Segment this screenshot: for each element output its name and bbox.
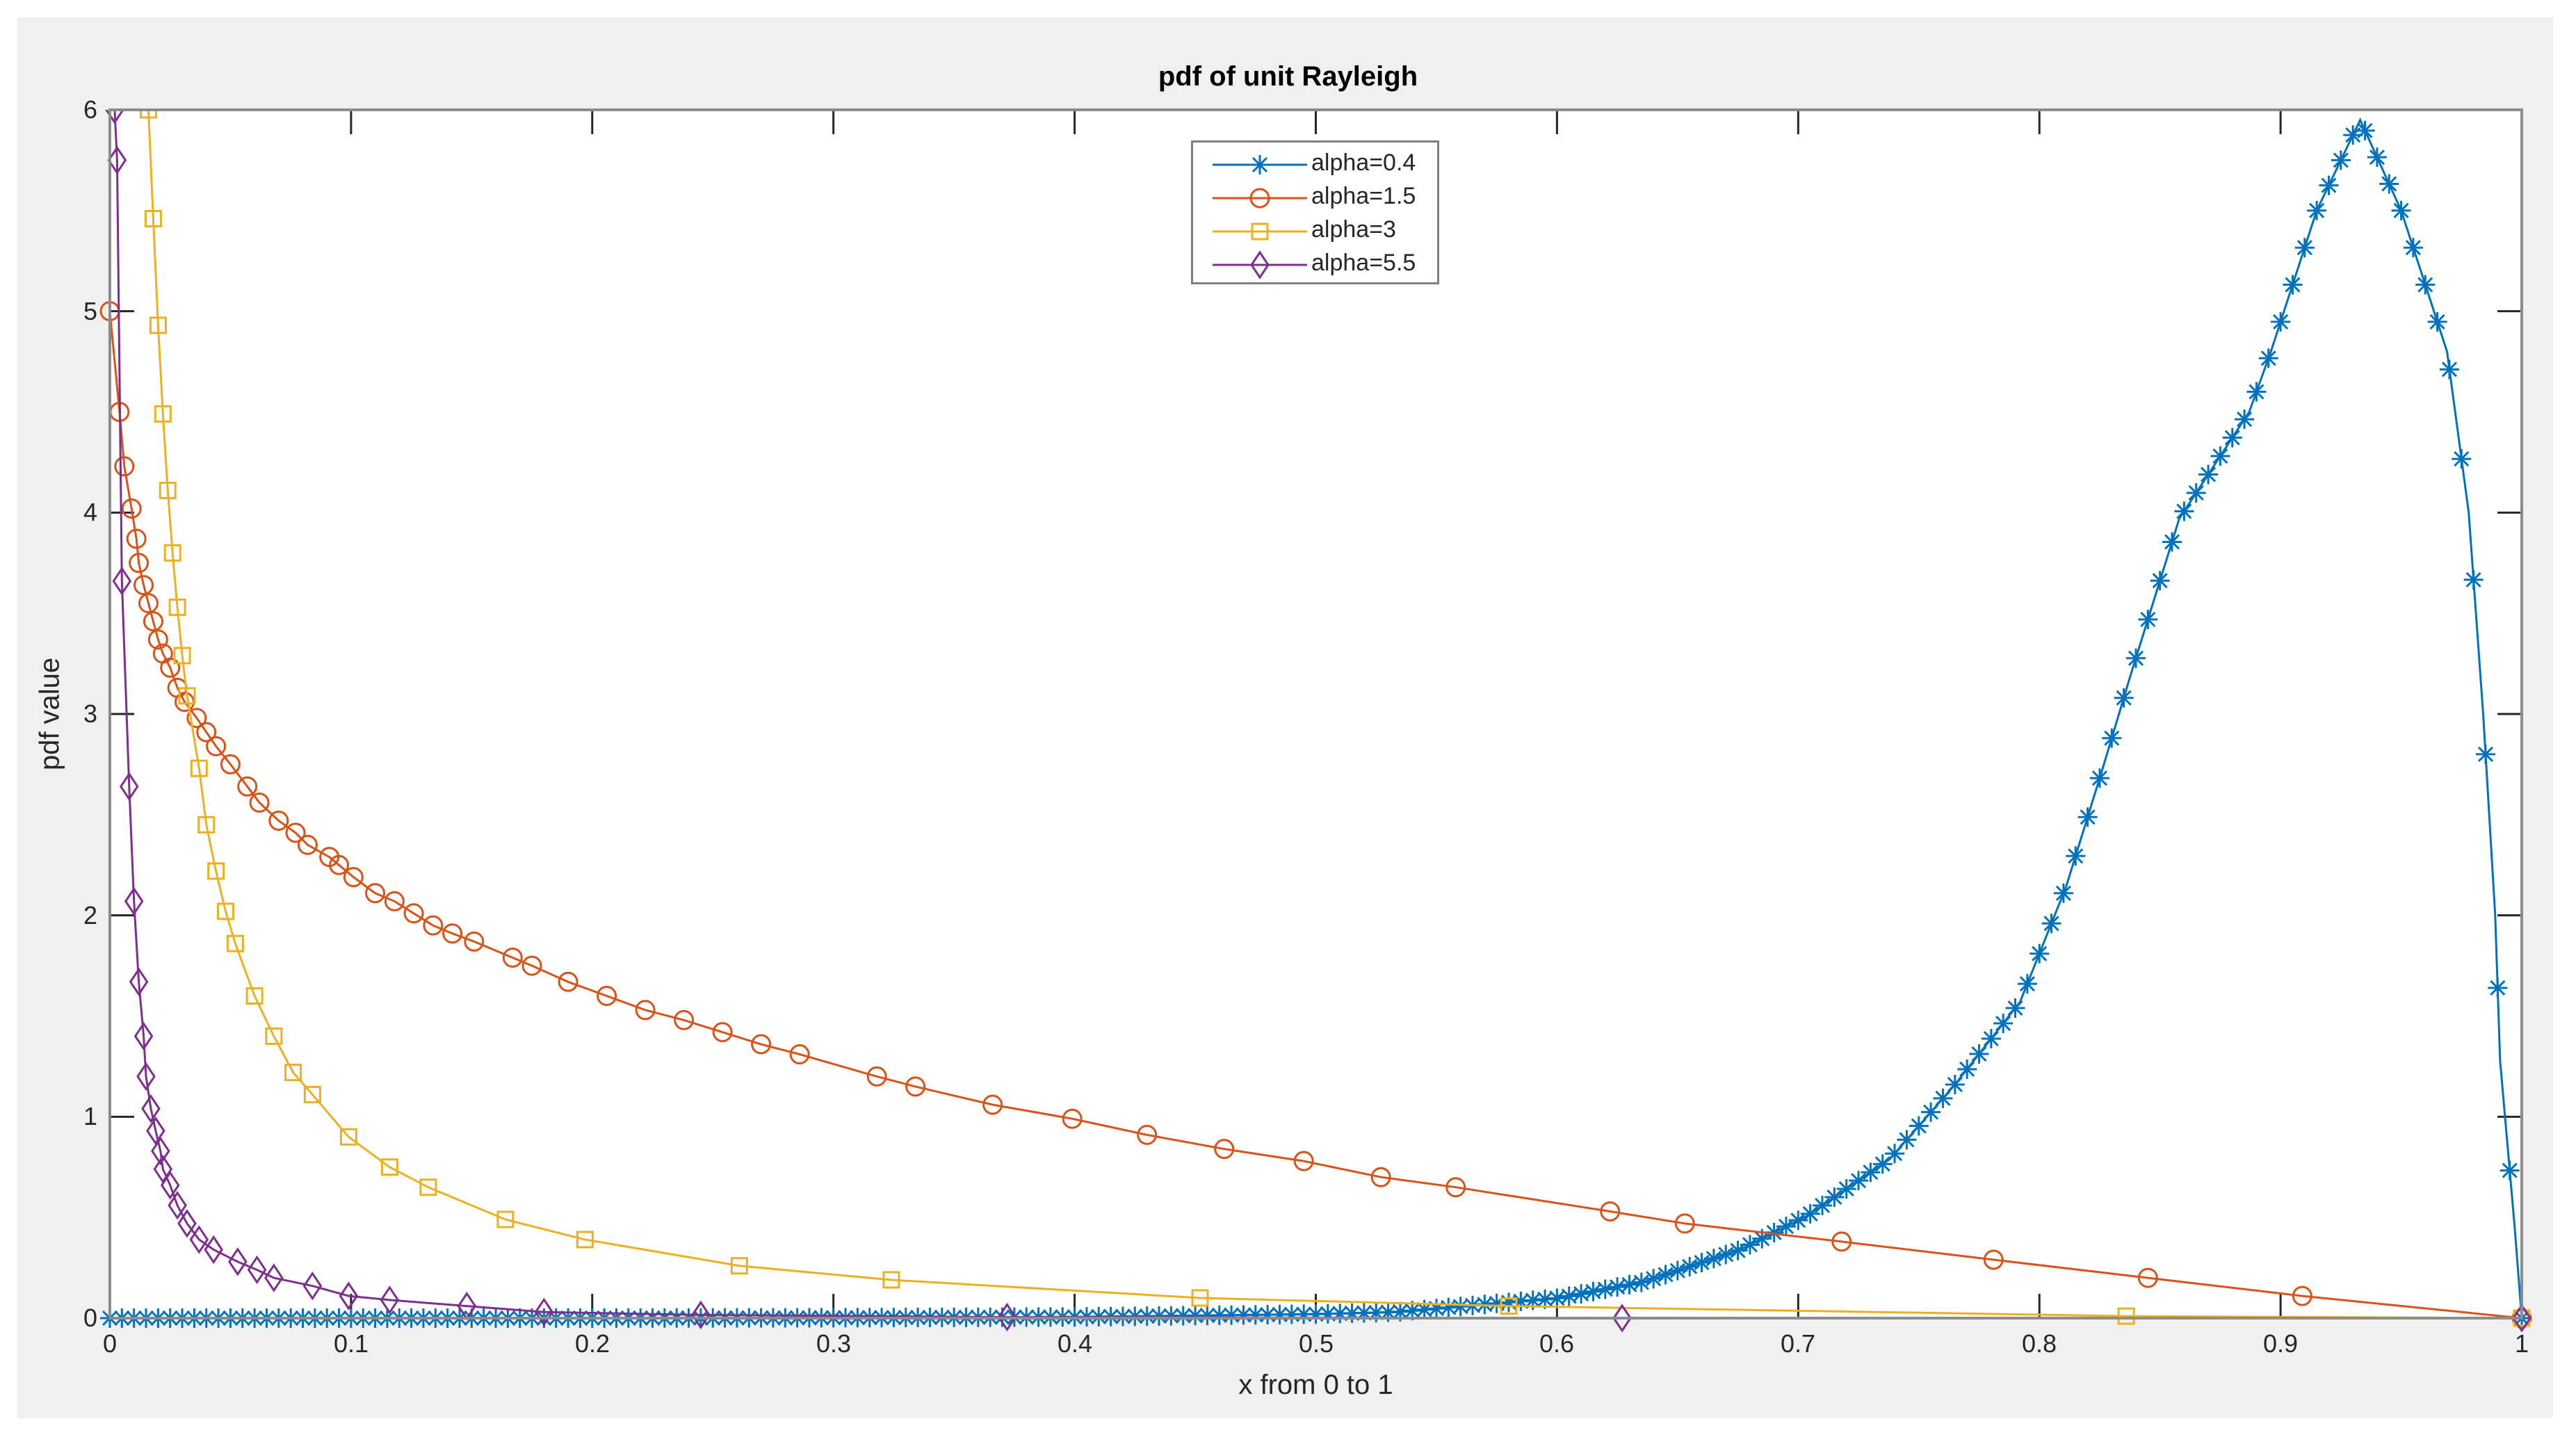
y-axis-label: pdf value xyxy=(34,657,65,771)
legend-label: alpha=0.4 xyxy=(1311,149,1416,176)
series-alpha-5-5 xyxy=(105,110,2532,1332)
series-layer xyxy=(99,110,2532,1332)
y-tick-label: 2 xyxy=(83,901,97,930)
x-tick-label: 0.7 xyxy=(1780,1329,1816,1358)
legend[interactable]: alpha=0.4 alpha=1.5 alpha=3 alpha=5.5 xyxy=(1191,140,1439,284)
y-tick-label: 0 xyxy=(83,1304,97,1332)
y-tick-label: 6 xyxy=(83,95,97,124)
square-marker-icon xyxy=(1213,222,1307,241)
x-tick-label: 0.4 xyxy=(1057,1329,1093,1358)
legend-item-alpha-1-5[interactable]: alpha=1.5 xyxy=(1193,181,1437,215)
x-tick-label: 0.9 xyxy=(2262,1329,2299,1358)
x-tick-label: 0.6 xyxy=(1539,1329,1575,1358)
x-tick-label: 0.1 xyxy=(333,1329,369,1358)
x-tick-label: 0.8 xyxy=(2021,1329,2057,1358)
x-tick-label: 0 xyxy=(102,1329,118,1358)
diamond-marker-icon xyxy=(1213,250,1307,279)
asterisk-marker-icon xyxy=(1213,155,1307,174)
x-axis-label: x from 0 to 1 xyxy=(1238,1370,1393,1400)
x-tick-label: 0.2 xyxy=(574,1329,610,1358)
y-tick-label: 4 xyxy=(83,498,97,526)
x-tick-label: 0.5 xyxy=(1298,1329,1334,1358)
legend-label: alpha=5.5 xyxy=(1311,250,1416,276)
legend-item-alpha-3[interactable]: alpha=3 xyxy=(1193,215,1437,248)
chart-title: pdf of unit Rayleigh xyxy=(1158,61,1418,92)
y-tick-label: 1 xyxy=(83,1102,97,1130)
legend-item-alpha-5-5[interactable]: alpha=5.5 xyxy=(1193,248,1437,282)
y-tick-label: 3 xyxy=(83,699,97,728)
axes-background xyxy=(110,110,2522,1318)
axes-box xyxy=(108,108,2523,1320)
y-tick-label: 5 xyxy=(83,297,97,325)
x-tick-label: 1 xyxy=(2514,1329,2529,1358)
legend-item-alpha-0-4[interactable]: alpha=0.4 xyxy=(1193,148,1437,181)
legend-label: alpha=1.5 xyxy=(1311,183,1416,209)
circle-marker-icon xyxy=(1213,188,1307,209)
axis-ticks xyxy=(108,108,2523,1320)
x-tick-label: 0.3 xyxy=(816,1329,852,1358)
legend-label: alpha=3 xyxy=(1311,216,1396,243)
